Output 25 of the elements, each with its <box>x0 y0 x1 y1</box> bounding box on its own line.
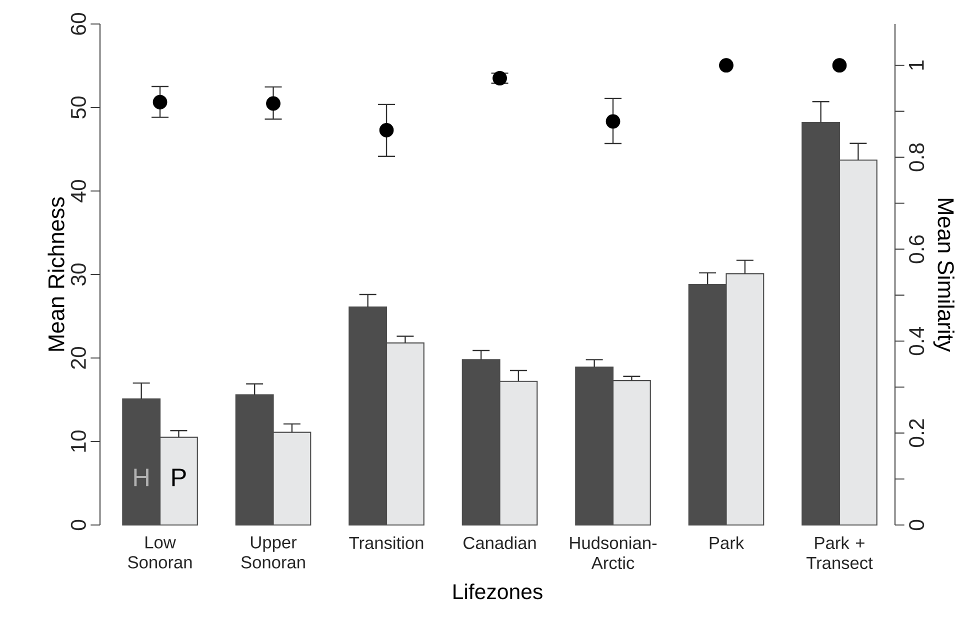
y2-tick-label: 0 <box>909 520 924 530</box>
x-tick-label: Upper Sonoran <box>241 536 305 568</box>
x-axis-title: Lifezones <box>454 584 542 600</box>
y2-axis-title: Mean Similarity <box>933 198 954 352</box>
x-tick-label: Canadian <box>464 536 536 550</box>
y-tick-label: 40 <box>70 180 86 202</box>
y-tick-label: 10 <box>70 430 86 452</box>
y-tick-label: 50 <box>70 96 86 119</box>
x-tick-label: Park <box>710 536 744 550</box>
series-label: H <box>134 468 148 486</box>
x-tick-label: Transition <box>349 536 424 550</box>
x-tick-label: Park + Transect <box>806 536 873 570</box>
y2-tick-label: 0.6 <box>909 235 924 264</box>
x-tick-label: Low Sonoran <box>128 536 192 568</box>
y2-tick-label: 1 <box>909 60 924 70</box>
y-tick-label: 0 <box>70 520 86 530</box>
y-tick-label: 30 <box>70 263 86 286</box>
y2-tick-label: 0.4 <box>909 326 924 356</box>
x-tick-label: Hudsonian-Arctic <box>570 536 657 570</box>
y2-tick-label: 0.2 <box>909 419 924 448</box>
y2-tick-label: 0.8 <box>909 143 924 172</box>
y-tick-label: 60 <box>70 12 86 35</box>
series-label: P <box>172 468 186 486</box>
y-tick-label: 20 <box>70 346 86 369</box>
y-axis-title: Mean Richness <box>48 197 64 351</box>
